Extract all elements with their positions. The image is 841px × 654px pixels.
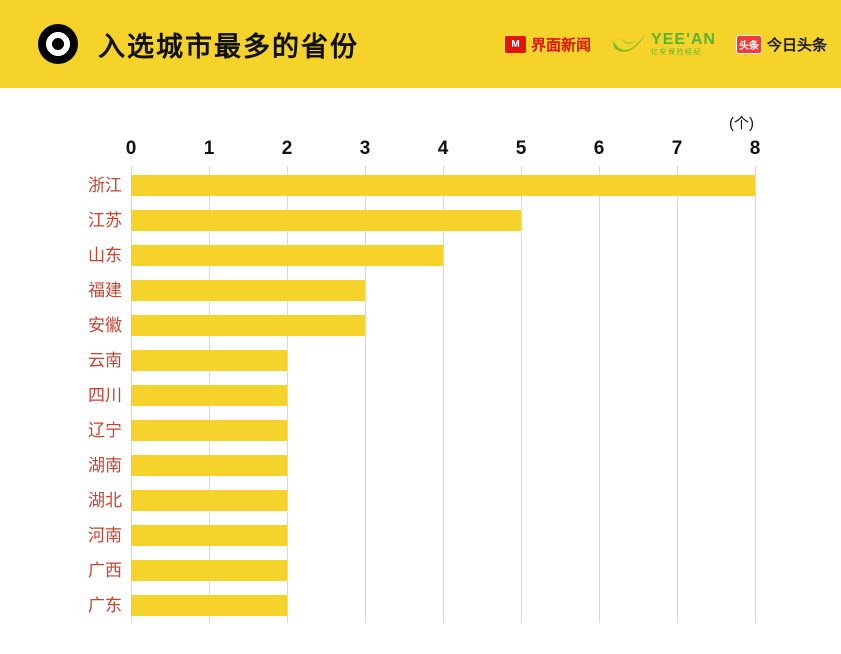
- bar: [131, 560, 287, 581]
- jiemian-label: 界面新闻: [531, 36, 592, 54]
- category-label: 福建: [88, 281, 122, 300]
- bar: [131, 175, 755, 196]
- chart: (个) 0 1 2 3 4 5 6 7 8 浙江江苏山东福建安徽云南四川辽宁湖南湖北河南广西广东: [0, 88, 841, 654]
- page-title: 入选城市最多的省份: [98, 31, 359, 62]
- x-tick-label: 1: [203, 138, 215, 159]
- yeean-text-stack: YEE'AN 亿安保险经纪: [651, 30, 716, 56]
- bar: [131, 245, 443, 266]
- toutiao-icon: 头条: [735, 34, 762, 54]
- bar: [131, 595, 287, 616]
- bar: [131, 525, 287, 546]
- header: 入选城市最多的省份 M 界面新闻 YEE'AN 亿安保险经纪 头条 今日头条: [0, 0, 841, 88]
- category-label: 安徽: [88, 316, 122, 335]
- gridline: [755, 166, 756, 623]
- jiemian-icon: M: [505, 35, 527, 53]
- category-label: 河南: [88, 526, 122, 545]
- category-label: 浙江: [88, 176, 122, 195]
- toutiao-label: 今日头条: [766, 36, 827, 54]
- x-tick-label: 0: [125, 138, 137, 159]
- category-label: 广东: [88, 596, 122, 615]
- gridline: [443, 166, 444, 623]
- gridline: [365, 166, 366, 623]
- gridline: [599, 166, 600, 623]
- x-tick-label: 5: [515, 138, 527, 159]
- category-label: 四川: [88, 386, 122, 405]
- unit-label: (个): [729, 115, 754, 132]
- x-tick-label: 2: [281, 138, 293, 159]
- toutiao-logo: 头条 今日头条: [735, 34, 827, 55]
- jiemian-news-logo: M 界面新闻: [505, 34, 591, 55]
- yeean-sublabel: 亿安保险经纪: [651, 48, 703, 56]
- category-label: 辽宁: [88, 421, 122, 440]
- bar: [131, 210, 521, 231]
- category-label: 湖北: [88, 491, 122, 510]
- bar: [131, 280, 365, 301]
- bar: [131, 350, 287, 371]
- yeean-swoosh-icon: [612, 33, 646, 52]
- category-labels: 浙江江苏山东福建安徽云南四川辽宁湖南湖北河南广西广东: [0, 168, 122, 623]
- plot-area: [131, 166, 756, 623]
- yeean-logo: YEE'AN 亿安保险经纪: [611, 31, 716, 58]
- category-label: 江苏: [88, 211, 122, 230]
- category-label: 山东: [88, 246, 122, 265]
- bar: [131, 455, 287, 476]
- x-tick-label: 7: [671, 138, 683, 159]
- category-label: 广西: [88, 561, 122, 580]
- gridline: [521, 166, 522, 623]
- logo-row: M 界面新闻 YEE'AN 亿安保险经纪 头条 今日头条: [505, 31, 827, 58]
- target-icon: [38, 24, 78, 64]
- x-tick-label: 6: [593, 138, 605, 159]
- x-tick-label: 4: [437, 138, 449, 159]
- bar: [131, 420, 287, 441]
- category-label: 云南: [88, 351, 122, 370]
- gridline: [677, 166, 678, 623]
- category-label: 湖南: [88, 456, 122, 475]
- yeean-label: YEE'AN: [651, 30, 716, 48]
- x-tick-label: 3: [359, 138, 371, 159]
- x-tick-label: 8: [749, 138, 761, 159]
- x-axis: 0 1 2 3 4 5 6 7 8: [126, 138, 761, 164]
- gridline: [287, 166, 288, 623]
- bar: [131, 315, 365, 336]
- bar: [131, 490, 287, 511]
- bar: [131, 385, 287, 406]
